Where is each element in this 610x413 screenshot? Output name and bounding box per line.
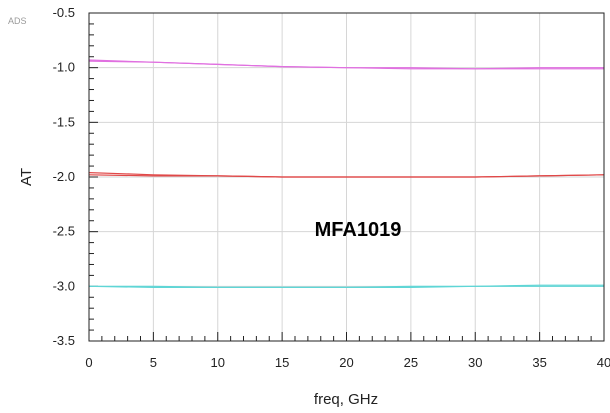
- y-tick-label: -3.5: [53, 333, 75, 348]
- x-tick-label: 30: [468, 355, 482, 370]
- ads-watermark: ADS: [8, 16, 27, 26]
- y-tick-label: -1.0: [53, 60, 75, 75]
- chart-annotation: MFA1019: [315, 219, 402, 241]
- x-tick-label: 25: [404, 355, 418, 370]
- x-tick-label: 20: [339, 355, 353, 370]
- y-tick-label: -1.5: [53, 114, 75, 129]
- x-tick-label: 40: [597, 355, 610, 370]
- plot-frame: [88, 12, 605, 342]
- x-tick-label: 35: [532, 355, 546, 370]
- x-tick-label: 15: [275, 355, 289, 370]
- y-tick-label: -0.5: [53, 5, 75, 20]
- series-group: [88, 59, 605, 288]
- y-tick-label: -2.0: [53, 169, 75, 184]
- x-tick-label: 0: [85, 355, 92, 370]
- series-line: [88, 284, 604, 288]
- series-line: [88, 60, 604, 70]
- y-tick-label: -2.5: [53, 224, 75, 239]
- series-line: [88, 174, 605, 178]
- y-tick-label: -3.0: [53, 278, 75, 293]
- x-tick-label: 10: [211, 355, 225, 370]
- x-axis-label: freq, GHz: [314, 391, 378, 408]
- y-axis-label: AT: [18, 168, 35, 186]
- x-tick-label: 5: [150, 355, 157, 370]
- axis-ticks: 0 5 10 15 20 25 30 35 40 -0.5 -1.0 -1.5 -2.0 -2.5 -3.0…: [53, 5, 610, 370]
